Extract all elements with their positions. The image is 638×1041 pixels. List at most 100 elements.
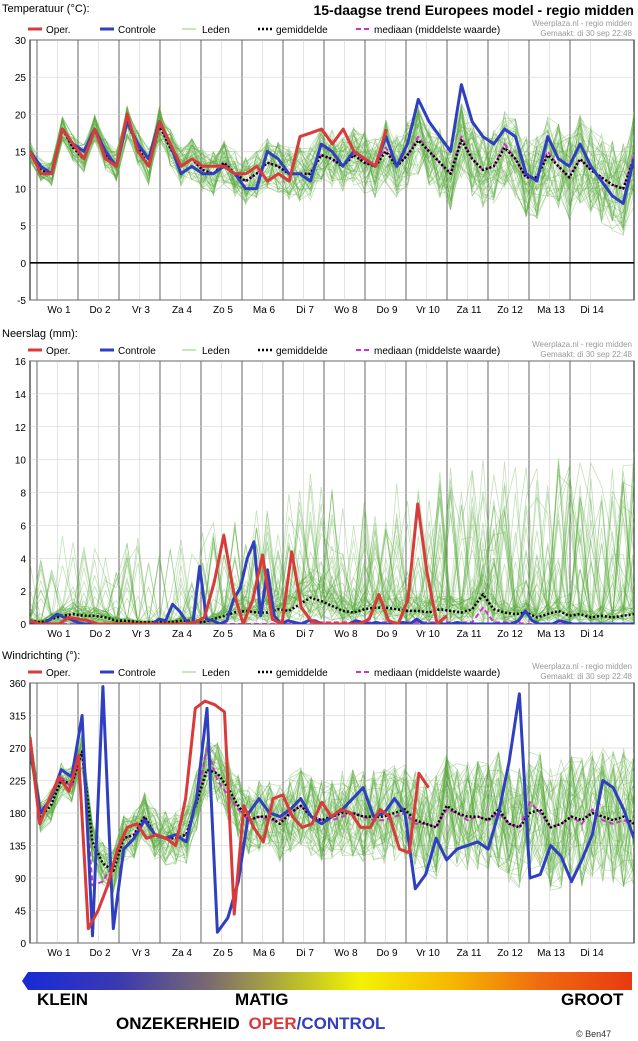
- ensemble-member-line: [30, 733, 634, 872]
- ensemble-member-line: [30, 730, 634, 882]
- legend-gemiddelde: gemiddelde: [276, 25, 328, 36]
- ensemble-member-line: [30, 492, 634, 624]
- day-tick-label: Vr 10: [416, 629, 440, 640]
- series-gemiddelde: [30, 593, 634, 624]
- ensemble-member-line: [30, 108, 634, 222]
- y-tick-label: 20: [15, 110, 27, 121]
- control-caption: CONTROL: [301, 1014, 386, 1033]
- day-tick-label: Zo 12: [497, 629, 523, 640]
- ensemble-member-line: [30, 106, 634, 210]
- day-tick-label: Ma 13: [537, 305, 565, 316]
- ensemble-member-line: [30, 744, 634, 887]
- matig-label: MATIG: [235, 990, 289, 1009]
- y-tick-label: 16: [15, 357, 27, 368]
- ensemble-member-line: [30, 748, 634, 887]
- day-tick-label: Di 14: [580, 629, 604, 640]
- legend-leden: Leden: [202, 668, 230, 679]
- y-tick-label: 14: [15, 390, 27, 401]
- series-oper: [30, 699, 430, 931]
- day-tick-label: Vr 3: [132, 305, 150, 316]
- y-tick-label: 315: [9, 712, 26, 723]
- ensemble-member-line: [30, 739, 634, 885]
- ensemble-member-line: [30, 462, 634, 624]
- legend-gemiddelde: gemiddelde: [276, 668, 328, 679]
- day-tick-label: Zo 5: [213, 305, 233, 316]
- y-tick-label: 225: [9, 777, 26, 788]
- y-tick-label: 4: [20, 554, 26, 565]
- day-tick-label: Wo 8: [334, 629, 358, 640]
- legend-mediaan: mediaan (middelste waarde): [374, 25, 500, 36]
- ensemble-member-line: [30, 737, 634, 888]
- ensemble-member-line: [30, 467, 634, 624]
- y-tick-label: 15: [15, 147, 27, 158]
- panel-title: Windrichting (°):: [2, 650, 80, 662]
- slash-caption: /: [296, 1014, 302, 1033]
- ensemble-member-line: [30, 746, 634, 890]
- day-tick-label: Za 4: [172, 629, 192, 640]
- ensemble-member-line: [30, 753, 634, 887]
- day-tick-label: Wo 1: [47, 629, 71, 640]
- ensemble-member-line: [30, 473, 634, 624]
- ensemble-member-line: [30, 109, 634, 219]
- day-tick-label: Di 14: [580, 948, 604, 959]
- y-tick-label: 180: [9, 809, 26, 820]
- y-tick-label: 0: [20, 259, 26, 270]
- ensemble-member-line: [30, 735, 634, 890]
- ensemble-member-line: [30, 464, 634, 624]
- ensemble-member-line: [30, 479, 634, 624]
- ensemble-member-line: [30, 735, 634, 882]
- panel-title: Neerslag (mm):: [2, 328, 78, 340]
- day-tick-label: Ma 13: [537, 948, 565, 959]
- ensemble-member-line: [30, 110, 634, 203]
- ensemble-member-line: [30, 473, 634, 624]
- day-tick-label: Vr 3: [132, 629, 150, 640]
- ensemble-member-line: [30, 734, 634, 880]
- day-tick-label: Do 9: [376, 629, 398, 640]
- ensemble-member-line: [30, 732, 634, 883]
- ensemble-member-line: [30, 481, 634, 624]
- day-tick-label: Wo 8: [334, 305, 358, 316]
- ensemble-member-line: [30, 479, 634, 624]
- ensemble-member-line: [30, 751, 634, 887]
- y-tick-label: 10: [15, 456, 27, 467]
- day-tick-label: Wo 1: [47, 305, 71, 316]
- ensemble-member-line: [30, 746, 634, 883]
- y-tick-label: 5: [20, 222, 26, 233]
- day-tick-label: Do 9: [376, 305, 398, 316]
- series-oper: [30, 112, 388, 183]
- legend-leden: Leden: [202, 346, 230, 357]
- ensemble-member-line: [30, 484, 634, 624]
- legend-controle: Controle: [118, 346, 156, 357]
- legend-gemiddelde: gemiddelde: [276, 346, 328, 357]
- onzekerheid-label: ONZEKERHEID: [116, 1014, 240, 1033]
- ensemble-member-line: [30, 105, 634, 218]
- y-tick-label: 10: [15, 185, 27, 196]
- legend-controle: Controle: [118, 668, 156, 679]
- ensemble-member-line: [30, 518, 634, 624]
- day-tick-label: Ma 6: [253, 948, 276, 959]
- made-label: Gemaakt: di 30 sep 22:48: [540, 29, 632, 38]
- oper-caption: OPER: [248, 1014, 297, 1033]
- day-tick-label: Di 14: [580, 305, 604, 316]
- y-tick-label: 270: [9, 744, 26, 755]
- y-tick-label: 0: [20, 939, 26, 950]
- day-tick-label: Za 4: [172, 948, 192, 959]
- series-oper: [30, 502, 448, 624]
- legend-controle: Controle: [118, 25, 156, 36]
- y-tick-label: -5: [17, 296, 26, 307]
- source-label: Weerplaza.nl - regio midden: [532, 662, 632, 671]
- ensemble-member-line: [30, 480, 634, 624]
- y-tick-label: 8: [20, 489, 26, 500]
- ensemble-member-line: [30, 511, 634, 624]
- ensemble-member-line: [30, 468, 634, 624]
- legend-mediaan: mediaan (middelste waarde): [374, 346, 500, 357]
- day-tick-label: Zo 12: [497, 305, 523, 316]
- y-tick-label: 135: [9, 842, 26, 853]
- legend: Oper. Controle Leden gemiddelde mediaan (mid…: [28, 25, 500, 36]
- ensemble-member-line: [30, 110, 634, 222]
- y-tick-label: 360: [9, 679, 26, 690]
- y-tick-label: 25: [15, 73, 27, 84]
- legend-oper: Oper.: [46, 668, 70, 679]
- day-tick-label: Zo 5: [213, 629, 233, 640]
